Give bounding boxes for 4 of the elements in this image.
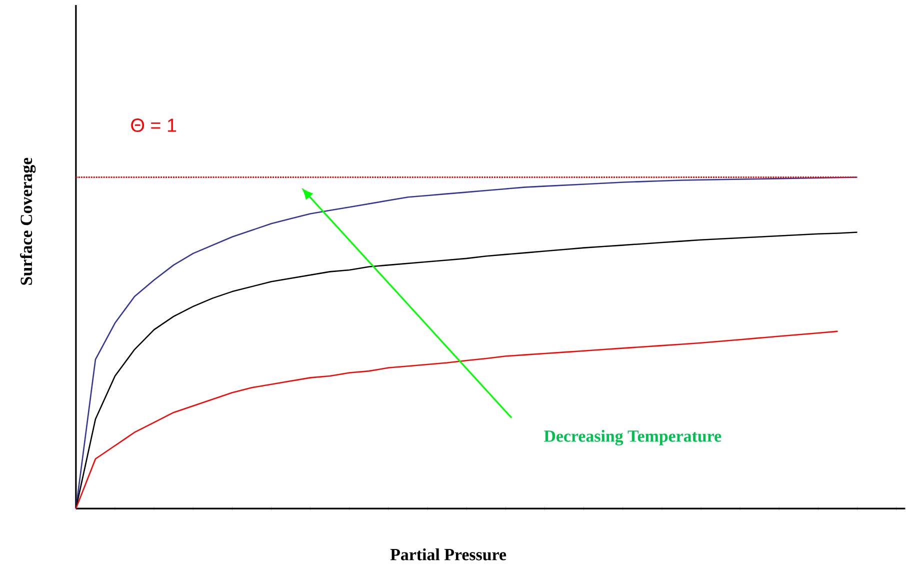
y-axis-title: Surface Coverage — [20, 158, 36, 285]
ref-line-label: Θ = 1 — [131, 118, 176, 132]
annotation: Decreasing Temperature — [544, 430, 722, 446]
x-axis-title: Partial Pressure — [390, 548, 506, 561]
